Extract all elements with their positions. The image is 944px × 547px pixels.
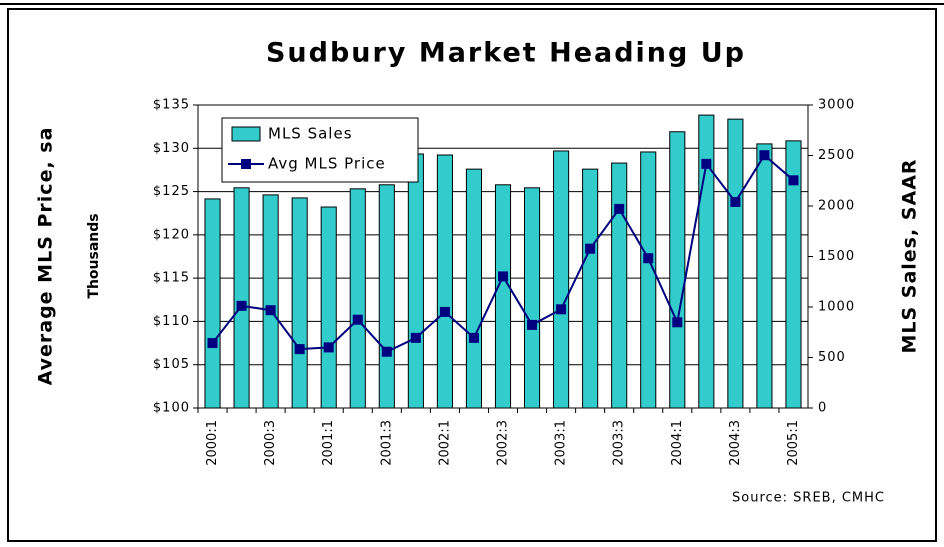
bar: [669, 131, 686, 409]
price-marker: [498, 271, 508, 282]
y-tick-label: $110: [153, 314, 190, 329]
x-tick-label: 2003:3: [612, 420, 627, 466]
price-marker: [556, 304, 567, 315]
y-tick-label: $135: [153, 98, 190, 113]
y2-tick-label: 0: [818, 401, 827, 416]
bar: [320, 206, 337, 409]
bar: [436, 154, 453, 409]
x-tick-label: 2000:3: [263, 420, 278, 466]
x-tick-label: 2001:3: [379, 420, 394, 466]
y-tick-label: $115: [153, 271, 190, 286]
bar: [349, 188, 366, 409]
price-marker: [265, 305, 276, 316]
price-marker: [672, 317, 683, 328]
price-marker: [381, 346, 392, 357]
x-tick-label: 2004:3: [728, 420, 743, 466]
bar: [727, 118, 744, 409]
price-marker: [468, 332, 479, 343]
y-tick-label: $105: [153, 357, 190, 372]
bar: [291, 197, 308, 409]
price-marker: [527, 319, 538, 330]
chart-title: Sudbury Market Heading Up: [266, 38, 746, 69]
price-marker: [236, 300, 247, 311]
frame: [7, 8, 937, 542]
x-tick-label: 2005:1: [786, 420, 801, 466]
price-marker: [352, 314, 363, 325]
bar: [640, 151, 657, 409]
x-tick-label: 2003:1: [554, 420, 569, 466]
y2-tick-label: 3000: [818, 98, 855, 113]
x-tick-label: 2001:1: [321, 420, 336, 466]
y2-tick-label: 1000: [818, 300, 855, 315]
price-marker: [788, 175, 799, 186]
legend-label: MLS Sales: [268, 125, 353, 143]
y-axis-note: Thousands: [86, 213, 102, 298]
price-marker: [759, 150, 770, 161]
price-marker: [614, 203, 625, 214]
y-axis-title: Average MLS Price, sa: [35, 127, 57, 386]
bar: [756, 143, 773, 409]
price-marker: [730, 196, 741, 207]
bar: [494, 184, 512, 409]
price-marker: [294, 344, 305, 355]
bar: [233, 187, 250, 409]
bar: [378, 184, 395, 409]
y-tick-label: $100: [153, 401, 190, 416]
x-tick-label: 2000:1: [205, 420, 220, 466]
legend-swatch: [231, 126, 261, 142]
price-marker: [323, 342, 334, 353]
bar: [465, 168, 483, 409]
legend-marker: [241, 159, 251, 169]
bar: [553, 150, 570, 409]
y2-tick-label: 2500: [818, 148, 855, 163]
bar: [262, 194, 279, 409]
source: Source: SREB, CMHC: [732, 491, 885, 506]
y2-axis-title: MLS Sales, SAAR: [899, 158, 921, 353]
bar: [582, 168, 599, 409]
bar: [204, 198, 221, 409]
y-tick-label: $125: [153, 184, 190, 199]
y2-tick-label: 500: [818, 350, 846, 365]
y-tick-label: $120: [153, 227, 190, 242]
y-tick-label: $130: [153, 141, 190, 156]
price-marker: [439, 306, 450, 317]
x-tick-label: 2002:3: [496, 420, 511, 466]
price-marker: [585, 243, 596, 254]
bar: [611, 162, 628, 409]
legend-label: Avg MLS Price: [268, 155, 386, 173]
bar: [407, 153, 424, 409]
x-tick-label: 2004:1: [670, 420, 685, 466]
price-marker: [701, 158, 712, 169]
x-tick-label: 2002:1: [437, 420, 452, 466]
price-marker: [207, 338, 218, 349]
y2-tick-label: 2000: [818, 199, 855, 214]
price-marker: [643, 253, 654, 264]
bar: [523, 187, 541, 409]
y2-tick-label: 1500: [818, 249, 855, 264]
price-marker: [410, 332, 421, 343]
